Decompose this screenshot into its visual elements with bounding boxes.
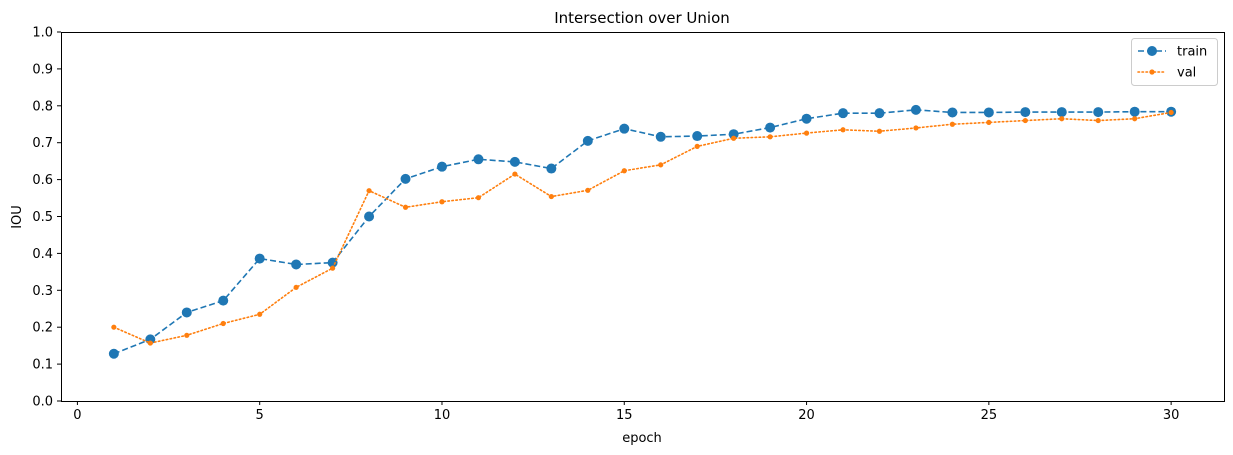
y-tick-label: 0.4 (32, 247, 53, 262)
data-point-val (293, 284, 299, 290)
data-point-train (546, 163, 557, 174)
data-point-train (1020, 107, 1031, 118)
data-point-val (913, 125, 919, 131)
data-point-train (1056, 107, 1067, 118)
series-line-val (113, 111, 1172, 344)
x-tick-label: 20 (798, 408, 815, 423)
y-tick-label: 1.0 (32, 26, 53, 41)
data-point-val (512, 171, 518, 177)
data-point-val (402, 204, 409, 210)
data-point-val (330, 265, 336, 271)
data-point-train (874, 108, 885, 119)
legend: train val (1131, 38, 1218, 86)
data-point-val (184, 332, 190, 338)
data-point-val (1168, 109, 1174, 116)
x-tick-label: 10 (434, 408, 451, 423)
data-point-train (619, 123, 630, 134)
y-tick-label: 0.0 (32, 395, 53, 410)
data-point-val (1059, 116, 1065, 122)
legend-label-val: val (1177, 66, 1196, 81)
data-point-val (111, 324, 117, 330)
data-point-val (548, 193, 554, 200)
legend-marker-val (1149, 69, 1155, 75)
y-tick-label: 0.1 (32, 358, 53, 373)
data-point-val (731, 135, 737, 141)
data-point-train (473, 154, 484, 165)
data-point-val (1132, 116, 1138, 122)
legend-marker-train (1147, 46, 1157, 56)
data-point-val (220, 320, 226, 327)
data-point-train (947, 107, 958, 118)
data-point-train (327, 257, 338, 268)
data-point-val (1095, 117, 1101, 124)
x-tick-label: 15 (616, 408, 633, 423)
data-point-val (257, 311, 263, 317)
chart-title: Intersection over Union (554, 9, 730, 27)
plot-area (108, 104, 1177, 359)
data-point-train (692, 131, 703, 142)
data-point-train (181, 307, 192, 318)
data-point-val (1022, 117, 1028, 124)
data-point-val (658, 162, 664, 168)
data-point-val (986, 119, 992, 126)
data-point-val (475, 195, 482, 201)
data-point-train (400, 173, 411, 184)
data-point-val (366, 188, 372, 194)
data-point-train (728, 129, 739, 140)
y-tick-label: 0.7 (32, 136, 53, 151)
legend-entry-train: train (1138, 45, 1207, 60)
data-point-train (983, 107, 994, 118)
data-point-train (436, 161, 447, 172)
y-tick-label: 0.3 (32, 284, 53, 299)
y-tick-label: 0.2 (32, 321, 53, 336)
data-point-train (254, 253, 265, 264)
data-point-train (1129, 106, 1140, 117)
data-point-val (585, 187, 591, 193)
data-point-train (582, 135, 593, 146)
data-point-train (910, 104, 921, 115)
series-line-train (113, 109, 1172, 355)
legend-label-train: train (1177, 45, 1207, 60)
legend-entry-val: val (1137, 66, 1196, 81)
data-point-train (1093, 107, 1104, 118)
data-point-val (694, 143, 700, 149)
x-axis-label: epoch (622, 431, 662, 446)
data-point-val (949, 121, 955, 127)
data-point-val (803, 130, 810, 136)
data-point-val (621, 168, 627, 174)
y-tick-label: 0.5 (32, 210, 53, 225)
data-point-train (291, 259, 302, 270)
y-axis-label: IOU (10, 205, 25, 229)
x-tick-label: 30 (1163, 408, 1180, 423)
y-tick-label: 0.6 (32, 173, 53, 188)
data-point-train (218, 295, 229, 306)
x-tick-label: 25 (981, 408, 998, 423)
data-point-train (108, 348, 119, 359)
data-point-val (767, 134, 773, 140)
data-point-val (147, 340, 153, 346)
data-point-train (364, 211, 375, 222)
data-point-val (876, 128, 883, 134)
plot-frame (61, 32, 1225, 402)
data-point-train (509, 156, 520, 167)
x-tick-label: 5 (256, 408, 264, 423)
data-point-val (439, 199, 445, 205)
data-point-train (838, 108, 849, 119)
data-point-train (765, 122, 776, 133)
data-point-train (801, 113, 812, 124)
y-tick-label: 0.9 (32, 62, 53, 77)
y-axis: 0.0 0.1 0.2 0.3 0.4 0.5 0.6 0.7 0.8 0.9 1.0 (32, 26, 61, 410)
x-tick-label: 0 (73, 408, 81, 423)
x-axis: 0 5 10 15 20 25 30 (73, 401, 1179, 423)
data-point-val (840, 127, 846, 133)
y-tick-label: 0.8 (32, 99, 53, 114)
data-point-train (655, 131, 666, 142)
